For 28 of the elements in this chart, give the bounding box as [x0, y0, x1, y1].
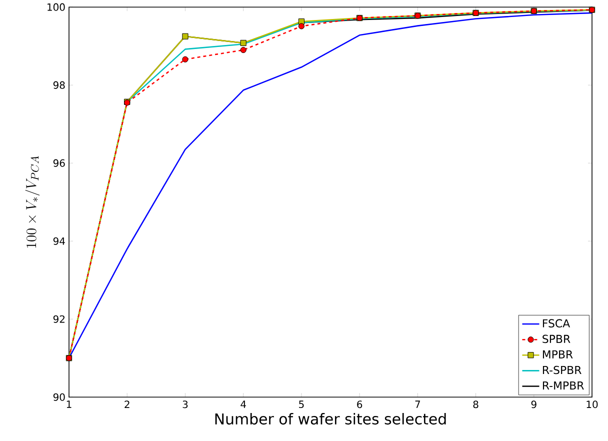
legend-label: MPBR [542, 350, 573, 358]
x-tick-label: 6 [357, 400, 362, 408]
legend-label: FSCA [542, 319, 570, 328]
legend-label: R-MPBR [542, 381, 584, 390]
x-tick-label: 5 [299, 400, 304, 408]
y-tick-label: 94 [53, 237, 65, 245]
y-tick-label: 98 [53, 81, 65, 89]
point [182, 56, 188, 62]
y-tick-label: 90 [53, 393, 65, 401]
x-tick-label: 10 [586, 400, 598, 408]
legend-label: SPBR [542, 334, 570, 344]
y-axis-title: $100 \times V_*/V_{PCA}$ [25, 156, 40, 248]
y-tick-label: 92 [53, 315, 64, 323]
x-tick-label: 2 [124, 400, 130, 408]
point [240, 40, 246, 46]
x-tick-label: 7 [415, 400, 420, 408]
x-tick-label: 1 [66, 400, 72, 408]
point [182, 33, 188, 40]
point [298, 23, 304, 30]
x-tick-label: 3 [182, 400, 188, 408]
y-tick-label: 96 [53, 159, 65, 167]
x-axis-title: Number of wafer sites selected [215, 412, 446, 425]
x-tick-label: 9 [531, 400, 536, 408]
legend-label: R-SPBR [542, 366, 582, 374]
y-tick-label: 100 [48, 3, 65, 11]
x-tick-label: 8 [473, 400, 478, 408]
x-tick-label: 4 [240, 400, 246, 408]
point [240, 46, 246, 53]
